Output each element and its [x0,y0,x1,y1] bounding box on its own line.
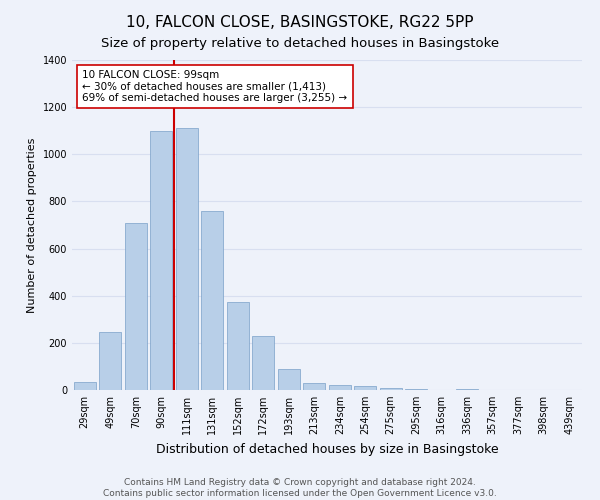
Bar [151,130,172,390]
Bar [278,369,299,390]
Bar [406,389,427,390]
Text: Contains HM Land Registry data © Crown copyright and database right 2024.
Contai: Contains HM Land Registry data © Crown c… [103,478,497,498]
Bar [100,332,121,390]
Bar [380,388,401,390]
Bar [304,383,325,390]
Bar [125,222,146,390]
X-axis label: Distribution of detached houses by size in Basingstoke: Distribution of detached houses by size … [155,442,499,456]
Y-axis label: Number of detached properties: Number of detached properties [27,138,37,312]
Text: 10 FALCON CLOSE: 99sqm
← 30% of detached houses are smaller (1,413)
69% of semi-: 10 FALCON CLOSE: 99sqm ← 30% of detached… [82,70,347,103]
Bar [176,128,197,390]
Bar [329,386,350,390]
Bar [355,386,376,390]
Bar [202,211,223,390]
Bar [457,389,478,390]
Bar [253,336,274,390]
Bar [74,382,95,390]
Bar [227,302,248,390]
Text: 10, FALCON CLOSE, BASINGSTOKE, RG22 5PP: 10, FALCON CLOSE, BASINGSTOKE, RG22 5PP [126,15,474,30]
Text: Size of property relative to detached houses in Basingstoke: Size of property relative to detached ho… [101,38,499,51]
